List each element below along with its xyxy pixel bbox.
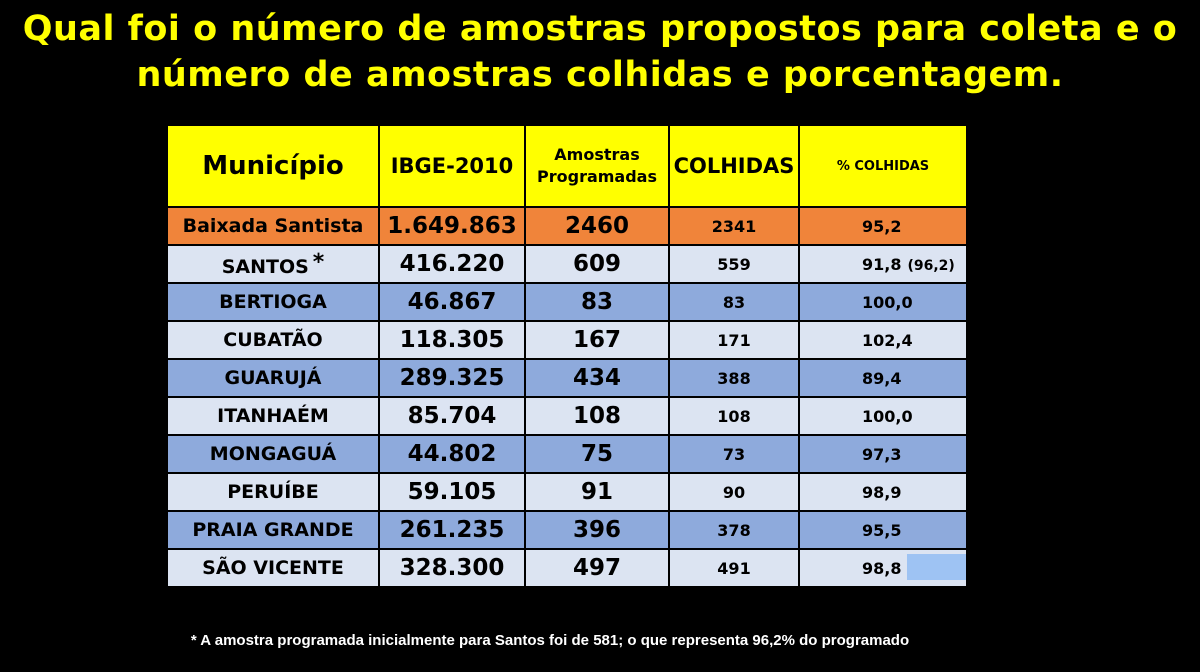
- cell-ibge: 416.220: [378, 244, 526, 284]
- cell-pct: 100,0: [798, 396, 968, 436]
- header-municipio: Município: [166, 124, 380, 208]
- header-colhidas: COLHIDAS: [668, 124, 800, 208]
- table-row: SANTOS * 416.220 609 559 91,8 (96,2): [166, 244, 968, 284]
- title-line-1: Qual foi o número de amostras propostos …: [22, 9, 1178, 49]
- cell-programadas: 396: [524, 510, 670, 550]
- cell-municipio: BERTIOGA: [166, 282, 380, 322]
- cell-ibge: 328.300: [378, 548, 526, 588]
- cell-ibge: 59.105: [378, 472, 526, 512]
- cell-programadas: 75: [524, 434, 670, 474]
- cell-pct: 102,4: [798, 320, 968, 360]
- cell-pct: 89,4: [798, 358, 968, 398]
- table-row: MONGAGUÁ 44.802 75 73 97,3: [166, 434, 968, 474]
- cell-municipio: SÃO VICENTE: [166, 548, 380, 588]
- header-programadas-line1: Amostras: [554, 145, 640, 164]
- cell-programadas: 2460: [524, 206, 670, 246]
- cell-ibge: 289.325: [378, 358, 526, 398]
- table-row: SÃO VICENTE 328.300 497 491 98,8: [166, 548, 968, 588]
- cell-highlight: [907, 554, 965, 580]
- cell-colhidas: 108: [668, 396, 800, 436]
- table-row: BERTIOGA 46.867 83 83 100,0: [166, 282, 968, 322]
- cell-colhidas: 73: [668, 434, 800, 474]
- pct-value: 98,8: [862, 558, 902, 578]
- cell-programadas: 83: [524, 282, 670, 322]
- header-ibge: IBGE-2010: [378, 124, 526, 208]
- cell-pct: 98,9: [798, 472, 968, 512]
- cell-ibge: 46.867: [378, 282, 526, 322]
- cell-colhidas: 559: [668, 244, 800, 284]
- cell-colhidas: 2341: [668, 206, 800, 246]
- cell-pct: 97,3: [798, 434, 968, 474]
- cell-municipio: Baixada Santista: [166, 206, 380, 246]
- footnote: * A amostra programada inicialmente para…: [190, 632, 910, 649]
- cell-programadas: 434: [524, 358, 670, 398]
- cell-ibge: 261.235: [378, 510, 526, 550]
- municipio-name: SANTOS: [221, 256, 309, 278]
- cell-municipio: CUBATÃO: [166, 320, 380, 360]
- title-line-2: número de amostras colhidas e porcentage…: [136, 55, 1064, 95]
- cell-municipio: PERUÍBE: [166, 472, 380, 512]
- cell-ibge: 85.704: [378, 396, 526, 436]
- table-row: PRAIA GRANDE 261.235 396 378 95,5: [166, 510, 968, 550]
- cell-colhidas: 171: [668, 320, 800, 360]
- table-row-total: Baixada Santista 1.649.863 2460 2341 95,…: [166, 206, 968, 246]
- cell-ibge: 44.802: [378, 434, 526, 474]
- cell-ibge: 118.305: [378, 320, 526, 360]
- cell-pct: 91,8 (96,2): [798, 244, 968, 284]
- cell-programadas: 497: [524, 548, 670, 588]
- cell-municipio: GUARUJÁ: [166, 358, 380, 398]
- header-pct-colhidas: % COLHIDAS: [798, 124, 968, 208]
- cell-municipio: SANTOS *: [166, 244, 380, 284]
- table-header-row: Município IBGE-2010 Amostras Programadas …: [166, 124, 968, 208]
- cell-programadas: 167: [524, 320, 670, 360]
- cell-municipio: PRAIA GRANDE: [166, 510, 380, 550]
- cell-colhidas: 90: [668, 472, 800, 512]
- cell-municipio: MONGAGUÁ: [166, 434, 380, 474]
- slide-title: Qual foi o número de amostras propostos …: [0, 6, 1200, 98]
- samples-table: Município IBGE-2010 Amostras Programadas …: [166, 124, 968, 588]
- table-row: GUARUJÁ 289.325 434 388 89,4: [166, 358, 968, 398]
- pct-value: 91,8: [862, 254, 902, 274]
- asterisk-marker: *: [312, 250, 325, 275]
- cell-pct: 100,0: [798, 282, 968, 322]
- pct-note: (96,2): [907, 257, 955, 274]
- cell-programadas: 91: [524, 472, 670, 512]
- header-programadas-line2: Programadas: [537, 167, 657, 186]
- table-row: PERUÍBE 59.105 91 90 98,9: [166, 472, 968, 512]
- cell-pct: 95,2: [798, 206, 968, 246]
- cell-programadas: 108: [524, 396, 670, 436]
- cell-municipio: ITANHAÉM: [166, 396, 380, 436]
- cell-colhidas: 388: [668, 358, 800, 398]
- cell-programadas: 609: [524, 244, 670, 284]
- cell-colhidas: 378: [668, 510, 800, 550]
- cell-pct: 98,8: [798, 548, 968, 588]
- table-row: CUBATÃO 118.305 167 171 102,4: [166, 320, 968, 360]
- cell-ibge: 1.649.863: [378, 206, 526, 246]
- cell-pct: 95,5: [798, 510, 968, 550]
- table-row: ITANHAÉM 85.704 108 108 100,0: [166, 396, 968, 436]
- cell-colhidas: 83: [668, 282, 800, 322]
- header-programadas: Amostras Programadas: [524, 124, 670, 208]
- cell-colhidas: 491: [668, 548, 800, 588]
